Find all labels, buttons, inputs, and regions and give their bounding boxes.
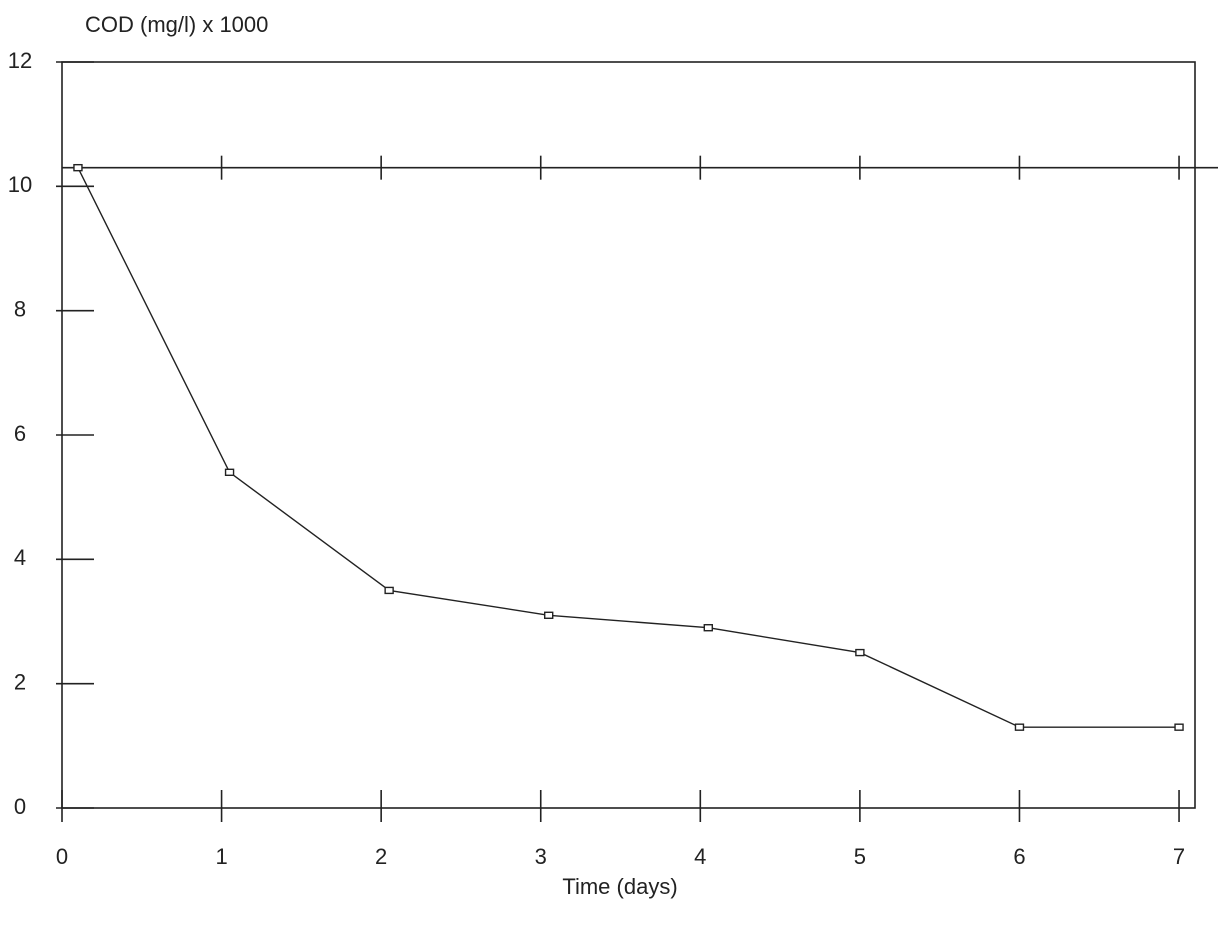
y-tick-label: 10 xyxy=(8,172,32,197)
chart: COD (mg/l) x 1000 Time (days) 0246810120… xyxy=(0,0,1218,933)
x-tick-label: 5 xyxy=(854,844,866,869)
y-tick-label: 8 xyxy=(14,296,26,321)
data-point xyxy=(545,612,553,618)
x-axis-label: Time (days) xyxy=(562,874,677,899)
y-tick-label: 6 xyxy=(14,421,26,446)
data-point xyxy=(74,165,82,171)
x-tick-label: 3 xyxy=(535,844,547,869)
data-point xyxy=(1175,724,1183,730)
x-tick-label: 7 xyxy=(1173,844,1185,869)
plot-frame xyxy=(62,62,1195,808)
x-tick-label: 1 xyxy=(215,844,227,869)
y-tick-label: 2 xyxy=(14,669,26,694)
y-axis-label: COD (mg/l) x 1000 xyxy=(85,12,268,37)
data-line xyxy=(78,168,1179,728)
y-tick-label: 0 xyxy=(14,794,26,819)
data-point xyxy=(856,650,864,656)
data-point xyxy=(385,587,393,593)
x-tick-label: 2 xyxy=(375,844,387,869)
x-tick-label: 4 xyxy=(694,844,706,869)
data-point xyxy=(1015,724,1023,730)
y-tick-label: 12 xyxy=(8,48,32,73)
data-point xyxy=(226,469,234,475)
y-tick-label: 4 xyxy=(14,545,26,570)
x-tick-label: 0 xyxy=(56,844,68,869)
data-point xyxy=(704,625,712,631)
x-tick-label: 6 xyxy=(1013,844,1025,869)
